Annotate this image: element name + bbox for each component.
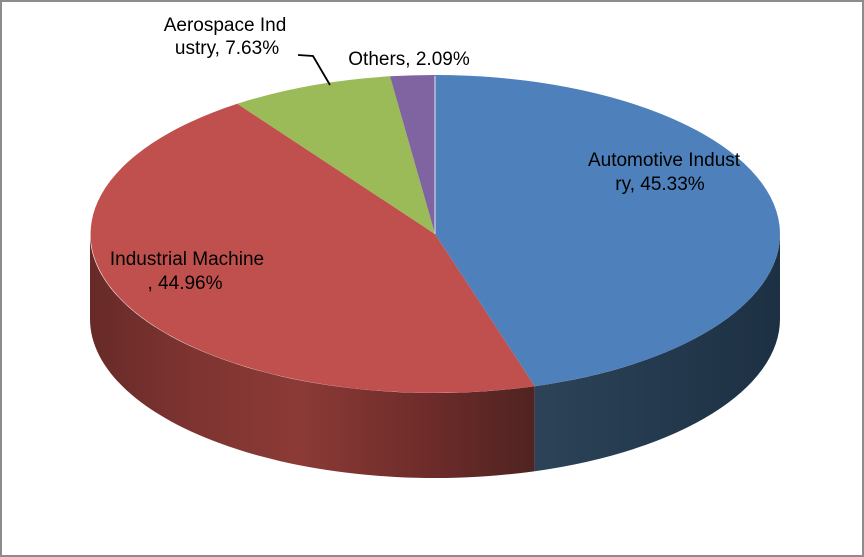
label-others[interactable]: Others, 2.09% bbox=[348, 49, 470, 70]
pie-slice-automotive[interactable] bbox=[435, 75, 780, 387]
pie-slice-aerospace[interactable] bbox=[237, 76, 435, 234]
pie-slice-others[interactable] bbox=[390, 74, 435, 234]
pie-slice-industrial[interactable] bbox=[90, 103, 535, 393]
label-aerospace-line2[interactable]: ustry, 7.63% bbox=[175, 38, 279, 59]
pie-side-automotive[interactable] bbox=[534, 234, 780, 472]
label-industrial-line1[interactable]: Industrial Machine bbox=[110, 249, 264, 270]
label-automotive-line2[interactable]: ry, 45.33% bbox=[615, 174, 705, 195]
pie-side-industrial[interactable] bbox=[90, 234, 535, 478]
label-aerospace-line1[interactable]: Aerospace Ind bbox=[164, 15, 287, 36]
leader-line-aerospace bbox=[297, 54, 331, 86]
label-industrial-line2[interactable]: , 44.96% bbox=[148, 273, 223, 294]
label-automotive-line1[interactable]: Automotive Indust bbox=[588, 150, 741, 171]
